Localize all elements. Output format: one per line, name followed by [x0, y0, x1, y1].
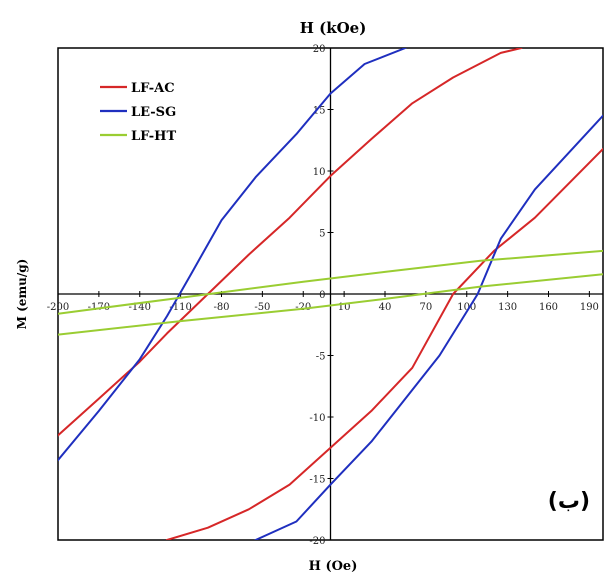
x-tick-label: 100 [457, 302, 476, 313]
series-line-lf-ht-branch-1 [58, 249, 603, 315]
y-tick-label: -5 [316, 352, 326, 363]
series-line-lf-ht-branch-2 [58, 273, 603, 336]
x-axis-label: H (Oe) [309, 559, 358, 574]
legend-label-lf-ht: LF-HT [131, 129, 176, 144]
series-group [58, 48, 603, 540]
series-line-le-sg-branch-2 [254, 114, 603, 540]
x-tick-label: -110 [169, 302, 191, 313]
chart-title: H (kOe) [300, 19, 367, 37]
x-tick-label: 130 [498, 302, 517, 313]
y-axis-label: M (emu/g) [15, 259, 29, 330]
legend-label-le-sg: LE-SG [131, 105, 176, 120]
y-tick-label: 5 [319, 229, 325, 240]
x-tick-label: 190 [580, 302, 599, 313]
x-tick-label: -50 [254, 302, 270, 313]
x-tick-label: 10 [338, 302, 351, 313]
legend: LF-AC LE-SG LF-HT [100, 81, 176, 144]
legend-label-lf-ac: LF-AC [131, 81, 175, 96]
x-tick-label: -140 [129, 302, 151, 313]
x-tick-label: 160 [539, 302, 558, 313]
y-tick-label: 20 [313, 44, 326, 55]
x-tick-label: 70 [420, 302, 433, 313]
axes-group: -200 -170 -140 -110 -80 -50 -20 10 40 70 100 130 160… [47, 44, 603, 547]
y-tick-label: 15 [313, 106, 326, 117]
y-tick-label: -15 [309, 475, 325, 486]
y-tick-label: 10 [313, 167, 326, 178]
y-tick-label: -20 [309, 536, 325, 547]
series-line-lf-ac-branch-1 [58, 48, 523, 437]
panel-label: (ب) [548, 489, 590, 514]
x-tick-label: -20 [295, 302, 311, 313]
x-tick-label: 40 [379, 302, 392, 313]
series-line-le-sg-branch-1 [58, 48, 407, 462]
x-tick-label: -200 [47, 302, 69, 313]
y-tick-label: -10 [309, 413, 325, 424]
series-line-lf-ac-branch-2 [166, 147, 603, 540]
y-tick-label: 0 [319, 290, 325, 301]
x-tick-label: -80 [213, 302, 229, 313]
